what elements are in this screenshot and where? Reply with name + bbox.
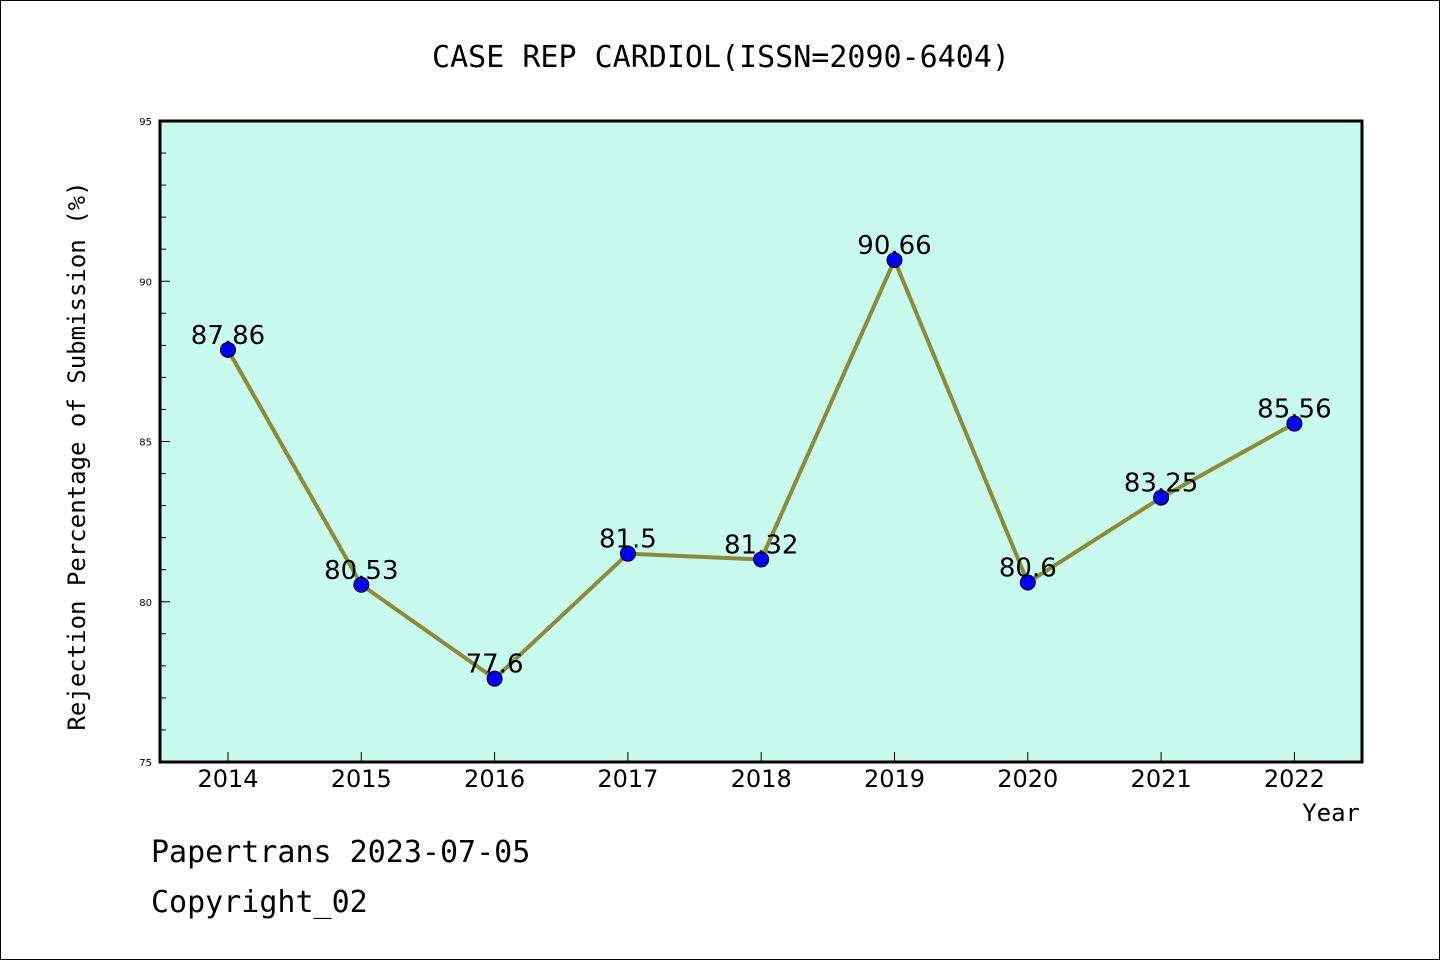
- chart-title: CASE REP CARDIOL(ISSN=2090-6404): [432, 40, 1010, 75]
- data-markers: [220, 252, 1303, 687]
- data-point: [353, 576, 370, 593]
- y-tick-label: 80: [139, 598, 152, 609]
- y-tick-label: 90: [139, 277, 152, 288]
- x-tick-label: 2016: [464, 765, 525, 793]
- data-label: 81.32: [724, 530, 798, 560]
- data-point: [1153, 489, 1170, 506]
- x-tick-label: 2020: [997, 765, 1058, 793]
- source-note: Papertrans 2023-07-05: [151, 835, 531, 870]
- data-label: 83.25: [1124, 469, 1198, 499]
- x-tick-label: 2017: [597, 765, 658, 793]
- data-label: 90.66: [857, 231, 931, 261]
- x-tick-label: 2019: [864, 765, 925, 793]
- plot-frame: [158, 119, 1364, 764]
- data-point: [886, 252, 903, 269]
- plot-area: [160, 121, 1362, 762]
- y-axis-label: Rejection Percentage of Submission (%): [63, 181, 91, 730]
- x-tick-label: 2018: [731, 765, 792, 793]
- data-point: [1286, 415, 1303, 432]
- data-point: [220, 341, 236, 358]
- data-point: [753, 551, 770, 568]
- data-label: 87.86: [191, 321, 265, 351]
- copyright-note: Copyright_02: [151, 885, 368, 920]
- x-tick-label: 2021: [1131, 765, 1192, 793]
- data-point: [1019, 574, 1036, 591]
- data-labels: 87.86 80.53 77.6 81.5 81.32 90.66 80.6 83.25 85.…: [191, 231, 1332, 680]
- data-label: 80.53: [324, 556, 398, 586]
- x-axis-label: Year: [1302, 799, 1360, 827]
- y-tick-label: 95: [139, 117, 152, 128]
- data-label: 80.6: [999, 554, 1057, 584]
- data-label: 85.56: [1257, 395, 1331, 425]
- x-axis-ticks: 2014 2015 2016 2017 2018 2019 2020 2021 2022: [197, 752, 1325, 793]
- data-label: 81.5: [599, 525, 657, 555]
- y-tick-label: 75: [139, 758, 152, 769]
- y-tick-label: 85: [139, 438, 152, 449]
- data-point: [486, 670, 503, 687]
- data-point: [619, 545, 636, 562]
- x-tick-label: 2015: [331, 765, 392, 793]
- x-tick-label: 2014: [197, 765, 258, 793]
- x-tick-label: 2022: [1264, 765, 1325, 793]
- data-label: 77.6: [466, 650, 524, 680]
